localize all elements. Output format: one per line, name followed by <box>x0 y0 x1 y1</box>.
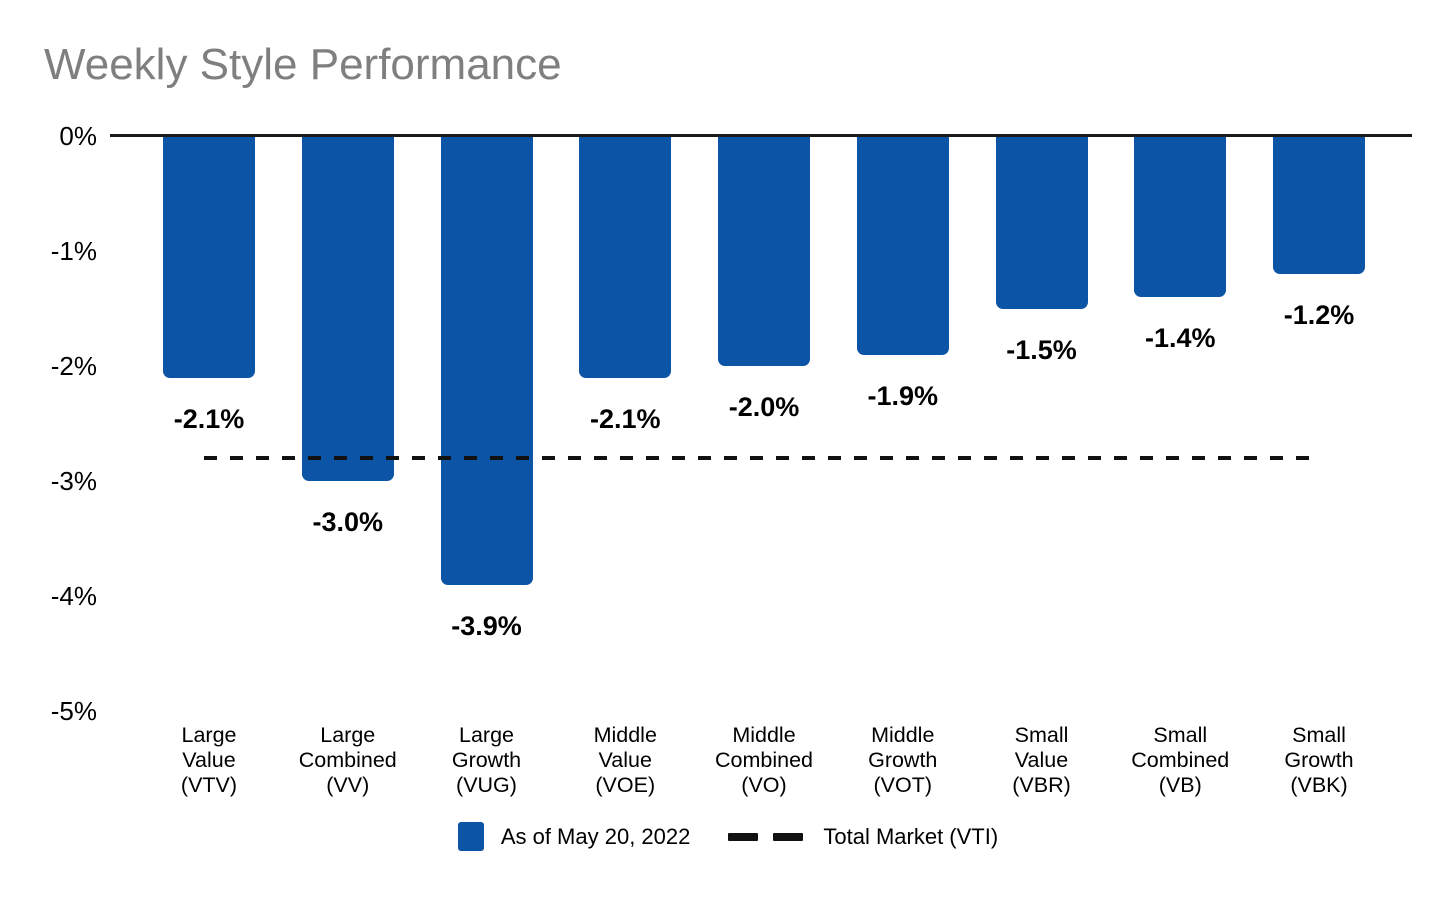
category-label-line: Growth <box>451 748 522 772</box>
bar-value-label: -1.5% <box>1006 335 1077 365</box>
category-label-line: (VB) <box>1158 773 1202 797</box>
series-swatch-icon <box>457 822 484 851</box>
category-label-line: Large <box>320 723 376 747</box>
reference-legend-label: Total Market (VTI) <box>823 823 999 849</box>
zero-baseline <box>110 134 1412 137</box>
category-label: Large Combined (VV) <box>278 723 418 798</box>
category-label-line: (VOE) <box>595 773 656 797</box>
y-tick-label: -3% <box>50 466 97 496</box>
category-label-line: Growth <box>868 748 938 772</box>
bar-value-label: -2.0% <box>728 392 800 422</box>
bar <box>163 136 255 378</box>
total-market-reference-line <box>204 456 1315 460</box>
category-label-line: Combined <box>1131 748 1230 772</box>
bar <box>1134 136 1227 297</box>
category-label-line: (VBR) <box>1012 773 1071 797</box>
category-label-line: (VUG) <box>456 773 517 797</box>
legend: As of May 20, 2022 Total Market (VTI) <box>0 822 1456 851</box>
chart-title: Weekly Style Performance <box>44 40 562 89</box>
bar <box>995 136 1088 309</box>
category-label: Large Value (VTV) <box>139 723 279 798</box>
y-tick-label: -2% <box>50 351 97 381</box>
bar <box>718 136 810 366</box>
bar-value-label: -3.9% <box>451 611 522 641</box>
bar-value-label: -3.0% <box>312 507 384 537</box>
category-label-line: Value <box>598 748 652 772</box>
category-label: Middle Growth (VOT) <box>833 723 973 798</box>
category-label-line: (VV) <box>326 773 370 797</box>
bar-value-label: -1.2% <box>1283 300 1355 330</box>
bar-value-label: -1.9% <box>867 381 939 411</box>
category-label-line: Combined <box>298 748 397 772</box>
category-label-line: Combined <box>715 748 813 772</box>
category-label-line: Large <box>459 723 514 747</box>
bar-value-label: -1.4% <box>1144 323 1216 353</box>
y-tick-label: -1% <box>50 236 97 266</box>
category-label: Middle Combined (VO) <box>694 723 834 798</box>
dashed-line-icon <box>728 832 804 841</box>
y-tick-label: -4% <box>50 581 97 611</box>
bar <box>1273 136 1365 274</box>
category-label-line: Value <box>1014 748 1069 772</box>
category-label-line: Small <box>1014 723 1069 747</box>
category-label-line: Middle <box>732 723 796 747</box>
category-label: Small Combined (VB) <box>1110 723 1250 798</box>
category-label: Small Value (VBR) <box>972 723 1112 798</box>
category-label-line: (VOT) <box>873 773 933 797</box>
bar <box>301 136 394 481</box>
category-label-line: Middle <box>593 723 657 747</box>
bar <box>440 136 533 585</box>
category-label: Middle Value (VOE) <box>555 723 695 798</box>
bar <box>856 136 949 355</box>
category-label-line: (VTV) <box>180 773 238 797</box>
category-label-line: Middle <box>871 723 935 747</box>
category-label-line: Value <box>182 748 236 772</box>
category-label-line: (VO) <box>741 773 787 797</box>
series-legend-label: As of May 20, 2022 <box>500 823 691 849</box>
category-label-line: Growth <box>1284 748 1354 772</box>
bar-value-label: -2.1% <box>589 404 661 434</box>
category-label-line: Small <box>1292 723 1346 747</box>
bar <box>579 136 672 378</box>
y-tick-label: 0% <box>59 121 97 151</box>
category-label-line: Large <box>181 723 237 747</box>
bar-value-label: -2.1% <box>173 404 245 434</box>
category-label-line: (VBK) <box>1290 773 1348 797</box>
category-label: Small Growth (VBK) <box>1249 723 1389 798</box>
category-label-line: Small <box>1153 723 1208 747</box>
y-tick-label: -5% <box>50 696 97 726</box>
category-label: Large Growth (VUG) <box>417 723 557 798</box>
